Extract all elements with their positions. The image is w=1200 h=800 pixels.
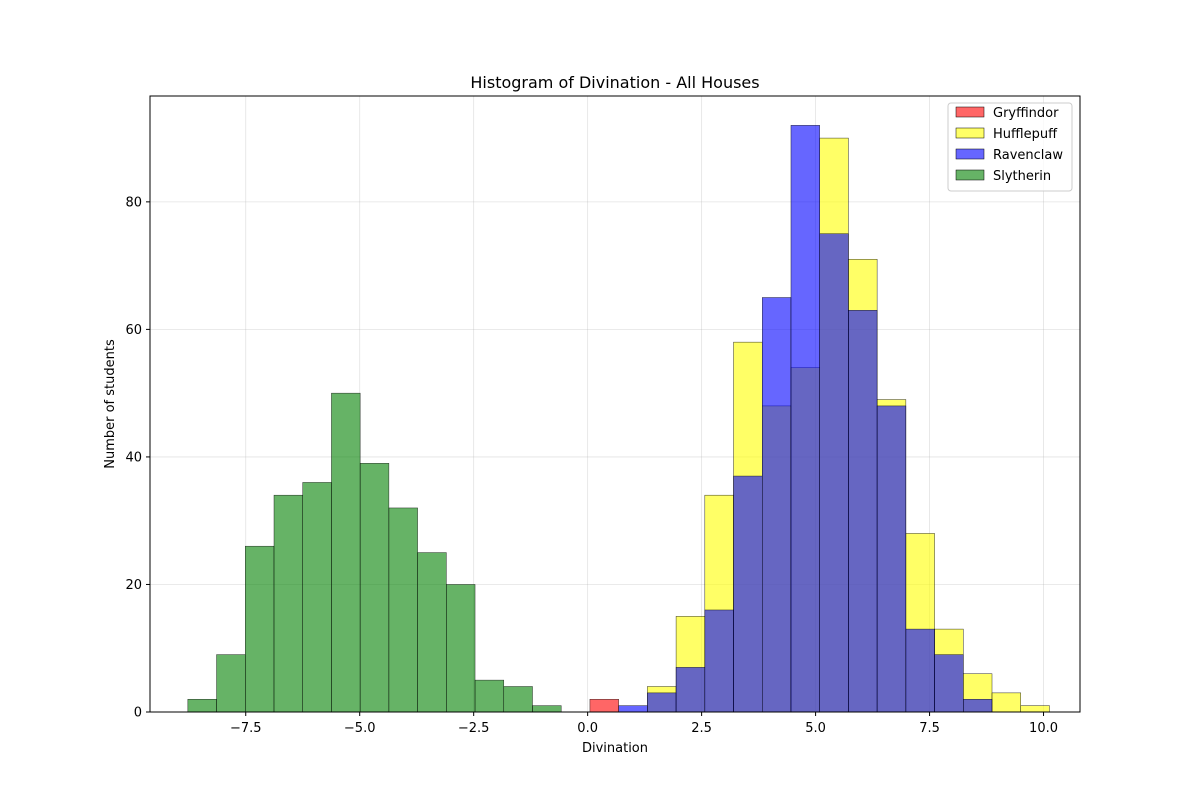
histogram-bars: [187, 125, 1050, 713]
bar-slytherin: [474, 679, 505, 713]
legend-swatch-slytherin: [955, 169, 985, 181]
bar-ravenclaw: [790, 125, 820, 713]
legend-label-ravenclaw: Ravenclaw: [993, 148, 1063, 163]
bar-ravenclaw: [876, 405, 907, 713]
bar-slytherin: [331, 392, 361, 713]
y-tick-label: 40: [125, 450, 142, 465]
x-tick-label: −5.0: [344, 721, 376, 736]
bar-slytherin: [273, 494, 303, 713]
x-tick-label: 5.0: [805, 721, 826, 736]
legend-label-hufflepuff: Hufflepuff: [993, 127, 1058, 142]
legend-swatch-gryffindor: [955, 106, 985, 118]
x-tick-label: 10.0: [1029, 721, 1058, 736]
bar-ravenclaw: [963, 698, 993, 713]
bar-slytherin: [302, 482, 332, 713]
bar-ravenclaw: [675, 667, 706, 713]
bar-ravenclaw: [733, 475, 763, 713]
bar-slytherin: [245, 545, 275, 713]
bar-slytherin: [359, 463, 390, 713]
x-axis-label: Divination: [582, 741, 648, 756]
legend-swatch-ravenclaw: [955, 148, 985, 160]
x-tick-label: −7.5: [230, 721, 262, 736]
legend-swatch-hufflepuff: [955, 127, 985, 139]
bar-ravenclaw: [848, 310, 878, 713]
x-tick-label: 2.5: [691, 721, 712, 736]
bar-slytherin: [216, 654, 246, 713]
y-tick-label: 60: [125, 323, 142, 338]
bar-slytherin: [417, 552, 447, 713]
legend-label-gryffindor: Gryffindor: [993, 106, 1059, 121]
x-tick-label: −2.5: [458, 721, 490, 736]
plot-frame: [149, 95, 1081, 713]
y-tick-label: 0: [134, 706, 142, 721]
bar-ravenclaw: [618, 705, 648, 713]
bar-ravenclaw: [704, 609, 734, 713]
bar-slytherin: [532, 705, 562, 713]
bar-ravenclaw: [819, 233, 849, 713]
bar-slytherin: [388, 507, 418, 713]
bar-slytherin: [503, 686, 533, 713]
y-tick-label: 80: [125, 195, 142, 210]
bar-ravenclaw: [905, 628, 935, 713]
legend-label-slytherin: Slytherin: [993, 169, 1051, 184]
legend-box: [947, 102, 1073, 192]
x-axis-ticks: −7.5 −5.0 −2.5 0.0 2.5 5.0 7.5 10.0: [230, 712, 1058, 736]
bar-hufflepuff: [1020, 705, 1050, 713]
bar-ravenclaw: [934, 654, 964, 713]
bar-hufflepuff: [991, 692, 1021, 713]
bar-ravenclaw: [647, 692, 677, 713]
y-axis-ticks: 0 20 40 60 80: [125, 195, 150, 721]
bar-slytherin: [446, 584, 476, 713]
y-tick-label: 20: [125, 578, 142, 593]
y-axis-label: Number of students: [103, 339, 118, 469]
legend: Gryffindor Hufflepuff Ravenclaw Slytherin: [947, 102, 1073, 192]
x-tick-label: 7.5: [919, 721, 940, 736]
bar-ravenclaw: [762, 297, 792, 713]
bar-gryffindor: [589, 698, 619, 713]
chart-title: Histogram of Divination - All Houses: [470, 73, 759, 92]
x-tick-label: 0.0: [577, 721, 598, 736]
bar-slytherin: [187, 698, 217, 713]
